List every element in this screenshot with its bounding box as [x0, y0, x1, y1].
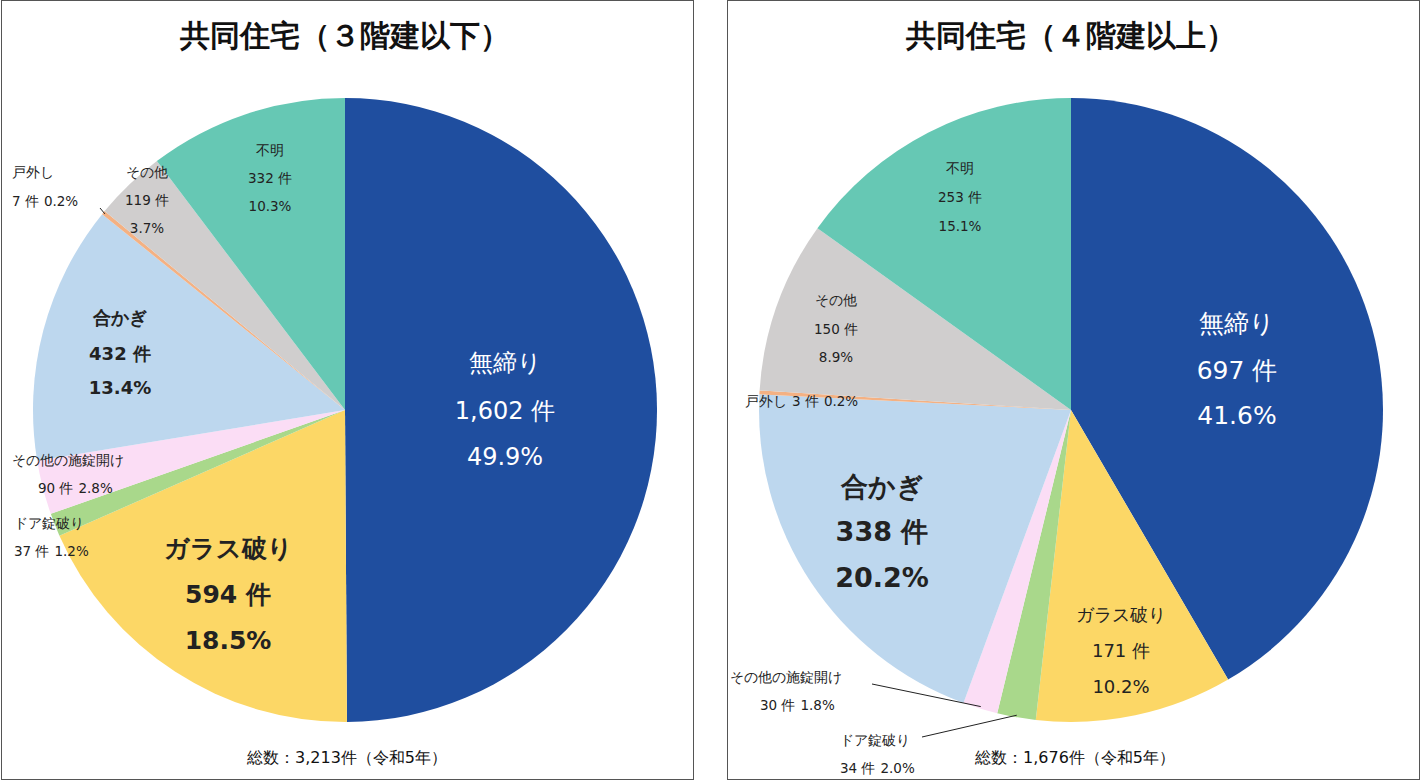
slice-percent: 15.1%: [939, 218, 982, 234]
chart-panel: 共同住宅（３階建以下） 無締り 1,602 件 49.9% ガラス破り 594 件 18.5…: [2, 1, 694, 780]
slice-percent: 0.2%: [824, 393, 858, 409]
slice-percent: 1.2%: [54, 543, 88, 559]
chart-title: 共同住宅（３階建以下）: [179, 18, 510, 53]
panel-frame: [2, 1, 694, 780]
pie-slice: [345, 98, 657, 722]
slice-category: 無締り: [469, 349, 542, 377]
slice-category: 不明: [256, 142, 284, 158]
slice-percent: 18.5%: [185, 626, 272, 655]
slice-category: その他: [815, 292, 857, 308]
slice-percent: 1.8%: [800, 697, 834, 713]
slice-percent: 13.4%: [89, 377, 151, 398]
slice-count: 594 件: [185, 580, 271, 609]
slice-percent: 0.2%: [44, 193, 78, 209]
slice-category: 戸外し: [745, 393, 787, 409]
slice-percent: 10.2%: [1092, 676, 1149, 697]
slice-category: 合かぎ: [840, 471, 924, 502]
slice-count: 90 件: [38, 480, 73, 496]
chart-panel: 共同住宅（４階建以上） 無締り 697 件 41.6% ガラス破り 171 件 10.2% ド…: [728, 1, 1420, 780]
slice-category: ドア錠破り: [840, 732, 910, 748]
total-note: 総数：1,676件（令和5年）: [974, 748, 1175, 767]
pie-slice: [759, 394, 1071, 703]
slice-category: 不明: [946, 160, 974, 176]
slice-value-line: 7 件 0.2%: [12, 193, 78, 209]
leader-line: [100, 208, 105, 214]
leader-line: [922, 715, 1017, 737]
slice-count: 697 件: [1197, 356, 1278, 385]
slice-count: 37 件: [14, 543, 49, 559]
slice-count: 253 件: [938, 189, 982, 205]
slice-value-line: 34 件 2.0%: [840, 760, 915, 776]
slice-value-line: 90 件 2.8%: [38, 480, 113, 496]
slice-category: ガラス破り: [164, 534, 293, 563]
slice-percent: 41.6%: [1197, 401, 1276, 430]
slice-percent: 10.3%: [249, 198, 292, 214]
total-note: 総数：3,213件（令和5年）: [246, 748, 447, 767]
leader-line: [872, 684, 981, 707]
slice-count: 34 件: [840, 760, 875, 776]
pie: [759, 98, 1383, 722]
slice-category: 無締り: [1199, 309, 1275, 338]
slice-count: 30 件: [760, 697, 795, 713]
pie: [33, 98, 657, 722]
slice-count: 3 件: [792, 393, 819, 409]
slice-percent: 49.9%: [467, 443, 543, 471]
slice-category: 戸外し: [12, 164, 54, 180]
canvas: 共同住宅（３階建以下） 無締り 1,602 件 49.9% ガラス破り 594 件 18.5…: [0, 0, 1420, 780]
slice-category: 合かぎ: [92, 307, 147, 328]
slice-percent: 2.8%: [78, 480, 112, 496]
slice-count: 332 件: [248, 170, 292, 186]
slice-category: その他: [126, 164, 168, 180]
slice-category: ガラス破り: [1076, 604, 1166, 625]
slice-count: 338 件: [836, 516, 929, 547]
slice-category: その他の施錠開け: [12, 452, 124, 468]
data-labels: 無締り 697 件 41.6% ガラス破り 171 件 10.2% ドア錠破り 34 件 2.0…: [730, 160, 1277, 776]
slice-count: 119 件: [125, 192, 169, 208]
pie-slice: [817, 98, 1071, 410]
slice-value-line: 30 件 1.8%: [760, 697, 835, 713]
slice-count: 7 件: [12, 193, 39, 209]
slice-label-line: 戸外し 3 件 0.2%: [745, 393, 858, 409]
data-labels: 無締り 1,602 件 49.9% ガラス破り 594 件 18.5% ドア錠破り 37 件 1…: [12, 142, 555, 655]
slice-value-line: 37 件 1.2%: [14, 543, 89, 559]
slice-percent: 3.7%: [130, 220, 164, 236]
chart-title: 共同住宅（４階建以上）: [905, 18, 1236, 53]
slice-percent: 8.9%: [819, 349, 853, 365]
panel-frame: [728, 1, 1420, 780]
slice-count: 171 件: [1092, 640, 1150, 661]
slice-category: その他の施錠開け: [730, 669, 842, 685]
slice-percent: 20.2%: [835, 562, 929, 593]
slice-count: 1,602 件: [455, 397, 555, 425]
pie-slice: [157, 98, 345, 410]
slice-category: ドア錠破り: [14, 515, 84, 531]
slice-percent: 2.0%: [880, 760, 914, 776]
slice-count: 432 件: [89, 343, 151, 364]
slice-count: 150 件: [814, 321, 858, 337]
